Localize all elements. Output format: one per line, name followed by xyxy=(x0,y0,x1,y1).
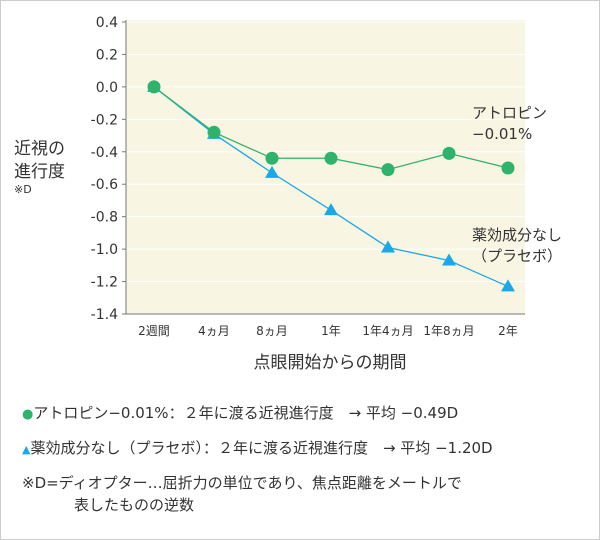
triangle-marker-icon: ▲ xyxy=(22,443,31,456)
plot-background xyxy=(126,20,525,314)
y-label-line-1: 近視の xyxy=(14,139,65,159)
legend-text: 薬効成分なし（プラセボ）：２年に渡る近視進行度 → 平均 −1.20D xyxy=(30,439,493,457)
y-tick-label: -1.4 xyxy=(91,307,118,323)
placebo-point xyxy=(265,165,279,178)
atropine-point xyxy=(501,161,515,175)
y-label-line-2: 進行度 xyxy=(14,162,65,182)
x-tick-label: 1年 xyxy=(321,324,341,338)
atropine-annotation: アトロピン −0.01% xyxy=(472,103,547,145)
atropine-point xyxy=(265,151,279,165)
x-tick-label: 2年 xyxy=(498,324,518,338)
legend-text: アトロピン−0.01%：２年に渡る近視進行度 → 平均 −0.49D xyxy=(33,404,459,422)
x-tick-label: 8ヵ月 xyxy=(256,324,288,338)
y-label-note: ※D xyxy=(14,183,32,196)
y-tick-label: -1.2 xyxy=(91,275,118,291)
circle-marker-icon: ● xyxy=(22,407,34,422)
placebo-point xyxy=(501,279,515,292)
y-tick-label: -1.0 xyxy=(91,242,118,258)
placebo-point xyxy=(381,240,395,253)
x-tick-label: 1年8ヵ月 xyxy=(423,324,474,338)
placebo-label-line-2: （プラセボ） xyxy=(472,247,563,265)
y-tick-label: -0.6 xyxy=(91,177,118,193)
atropine-point xyxy=(381,163,395,177)
y-tick-label: -0.8 xyxy=(91,210,118,226)
atropine-point xyxy=(324,151,338,165)
x-tick-label: 1年4ヵ月 xyxy=(362,324,413,338)
y-tick-label: 0.4 xyxy=(96,15,118,31)
x-axis-title: 点眼開始からの期間 xyxy=(253,353,407,373)
footnote-line-2: 表したものの逆数 xyxy=(74,496,195,514)
footnote-line-1: ※D=ディオプター…屈折力の単位であり、焦点距離をメートルで xyxy=(22,474,462,492)
x-tick-label: 2週間 xyxy=(138,324,170,338)
legend-item-placebo: ▲薬効成分なし（プラセボ）：２年に渡る近視進行度 → 平均 −1.20D xyxy=(22,437,493,458)
placebo-annotation: 薬効成分なし （プラセボ） xyxy=(472,225,562,267)
atropine-point xyxy=(207,125,221,139)
y-tick-label: 0.0 xyxy=(96,80,118,96)
y-tick-label: -0.4 xyxy=(91,145,118,161)
y-tick-label: -0.2 xyxy=(91,112,118,128)
placebo-point xyxy=(442,253,456,266)
legend-item-atropine: ●アトロピン−0.01%：２年に渡る近視進行度 → 平均 −0.49D xyxy=(22,402,458,423)
atropine-point xyxy=(442,146,456,160)
y-tick-label: 0.2 xyxy=(96,47,118,63)
y-axis-label: 近視の 進行度 ※D xyxy=(14,138,65,196)
atropine-point xyxy=(147,80,161,94)
placebo-point xyxy=(324,203,338,216)
atropine-label-line-1: アトロピン xyxy=(472,104,548,122)
placebo-label-line-1: 薬効成分なし xyxy=(472,226,563,244)
atropine-label-line-2: −0.01% xyxy=(472,125,533,143)
x-tick-label: 4ヵ月 xyxy=(198,324,230,338)
footnote: ※D=ディオプター…屈折力の単位であり、焦点距離をメートルで 表したものの逆数 xyxy=(22,472,462,516)
